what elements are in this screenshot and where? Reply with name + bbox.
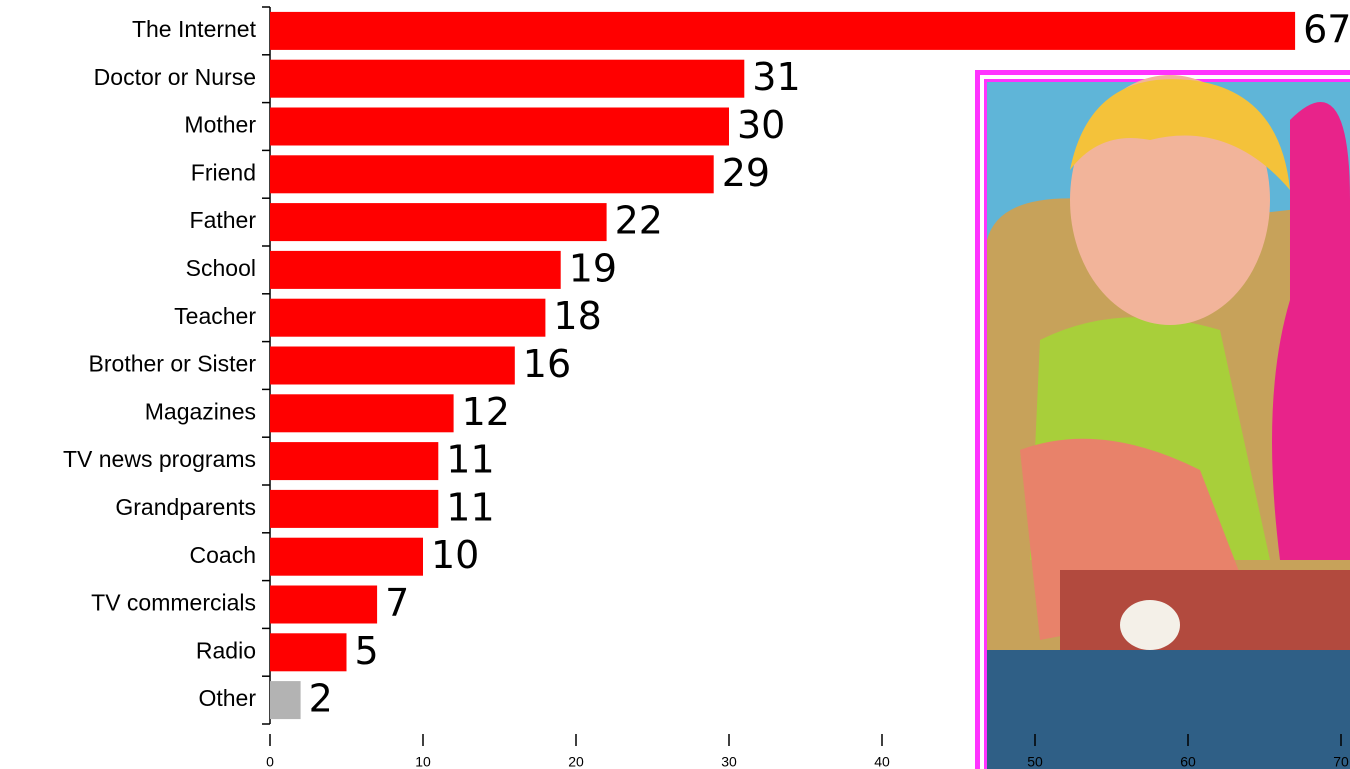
- bar: [270, 442, 439, 481]
- category-label: Grandparents: [115, 494, 256, 520]
- category-label: Friend: [191, 159, 256, 185]
- picture-hair: [1070, 79, 1290, 190]
- category-label: Other: [198, 685, 256, 711]
- bar: [270, 394, 454, 433]
- category-label: Teacher: [174, 303, 256, 329]
- bar: [270, 298, 546, 337]
- value-label: 12: [462, 390, 510, 434]
- x-tick-label: 10: [415, 754, 431, 769]
- category-label: TV commercials: [91, 590, 256, 616]
- value-label: 29: [722, 151, 770, 195]
- category-label: The Internet: [132, 16, 257, 42]
- bar: [270, 59, 745, 98]
- value-label: 19: [569, 246, 617, 290]
- category-label: Magazines: [145, 398, 256, 424]
- illustration: [975, 70, 1350, 769]
- value-label: 11: [446, 485, 494, 529]
- value-label: 16: [523, 342, 571, 386]
- bar: [270, 155, 714, 194]
- x-tick-label: 40: [874, 754, 890, 769]
- value-label: 11: [446, 438, 494, 482]
- category-label: School: [186, 255, 256, 281]
- category-label: Mother: [184, 112, 256, 138]
- x-tick-label: 70: [1333, 754, 1349, 769]
- category-label: TV news programs: [63, 446, 256, 472]
- bar: [270, 585, 378, 624]
- bar: [270, 681, 301, 720]
- category-label: Brother or Sister: [89, 351, 257, 377]
- bar: [270, 489, 439, 528]
- picture-lap: [987, 650, 1350, 769]
- picture-mouse: [1120, 600, 1180, 650]
- x-tick-label: 50: [1027, 754, 1043, 769]
- picture-person2: [1272, 102, 1350, 560]
- bar: [270, 346, 515, 385]
- bar: [270, 107, 729, 146]
- value-label: 22: [615, 199, 663, 243]
- value-label: 10: [431, 533, 479, 577]
- bar: [270, 633, 347, 672]
- category-label: Father: [190, 207, 257, 233]
- x-tick-label: 30: [721, 754, 737, 769]
- category-label: Doctor or Nurse: [94, 64, 256, 90]
- value-label: 2: [309, 677, 333, 721]
- x-tick-label: 60: [1180, 754, 1196, 769]
- bar: [270, 250, 561, 289]
- bar: [270, 537, 423, 576]
- value-label: 31: [752, 55, 800, 99]
- bar: [270, 11, 1296, 50]
- value-label: 18: [553, 294, 601, 338]
- x-tick-label: 0: [266, 754, 274, 769]
- value-label: 7: [385, 581, 409, 625]
- value-label: 30: [737, 103, 785, 147]
- bar: [270, 203, 607, 242]
- category-label: Radio: [196, 637, 256, 663]
- value-label: 5: [355, 629, 379, 673]
- x-tick-label: 20: [568, 754, 584, 769]
- category-label: Coach: [190, 542, 256, 568]
- picture-laptop: [1060, 570, 1350, 650]
- value-label: 67: [1303, 7, 1350, 51]
